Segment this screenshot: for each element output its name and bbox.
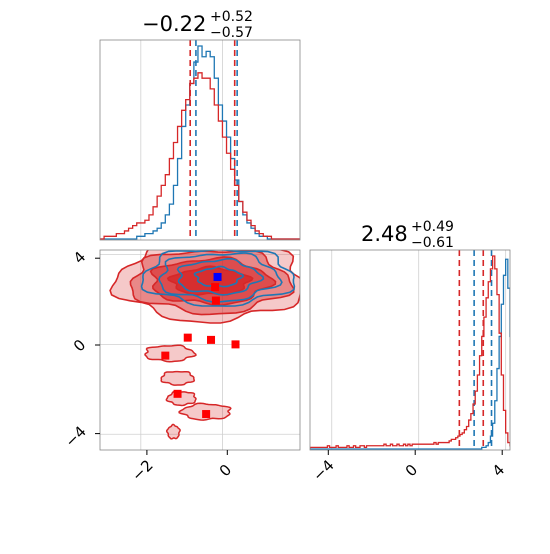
marker — [161, 351, 170, 360]
marker — [211, 283, 220, 292]
tick-label: 0 — [216, 461, 235, 480]
marker — [213, 272, 222, 281]
marker — [183, 333, 192, 342]
contour-level — [165, 423, 181, 440]
title-marginal-y: 2.48 +0.49 −0.61 — [361, 219, 454, 251]
histogram-series — [310, 255, 510, 449]
tick-label: 0 — [70, 336, 89, 355]
panel-marginal-x-frame — [99, 39, 301, 241]
title-minus: −0.57 — [210, 25, 253, 41]
tick-label: 0 — [402, 461, 421, 480]
panel-joint-frame — [99, 249, 301, 451]
contour-level — [160, 370, 196, 386]
contour-level — [158, 252, 283, 303]
tick-label: 4 — [70, 248, 89, 267]
title-plus: +0.52 — [210, 9, 253, 25]
title-plus: +0.49 — [411, 219, 454, 235]
panel-marginal-x — [100, 40, 300, 240]
title-median: 2.48 — [361, 222, 408, 246]
marker — [173, 389, 182, 398]
title-minus: −0.61 — [411, 235, 454, 251]
panel-marginal-y — [310, 250, 510, 450]
tick-label: −2 — [128, 456, 156, 484]
marker — [231, 340, 240, 349]
contour-level — [144, 344, 197, 363]
marker — [207, 335, 216, 344]
tick-label: −4 — [61, 422, 89, 450]
histogram-series — [310, 258, 510, 450]
contour-level — [140, 250, 296, 307]
contour-level — [176, 257, 265, 296]
histogram-series — [100, 45, 300, 240]
tick-label: −4 — [309, 456, 337, 484]
title-median: −0.22 — [142, 12, 206, 36]
marker — [211, 296, 220, 305]
tick-label: 4 — [489, 461, 508, 480]
histogram-series — [100, 72, 300, 240]
marker — [202, 410, 211, 419]
title-marginal-x: −0.22 +0.52 −0.57 — [142, 9, 253, 41]
contour-level — [193, 265, 245, 288]
panel-marginal-y-frame — [309, 249, 511, 451]
